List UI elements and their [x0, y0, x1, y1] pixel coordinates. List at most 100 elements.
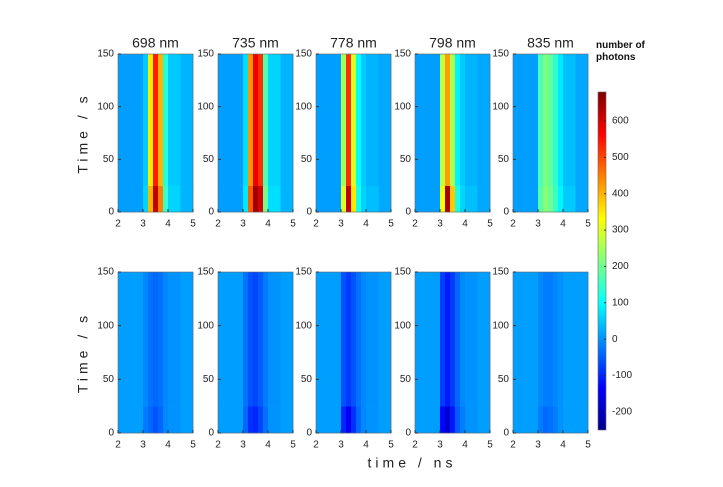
heatmap-cell [248, 272, 254, 407]
heatmap-cell [158, 185, 164, 213]
heatmap-cell [455, 406, 461, 434]
heatmap-cell [553, 272, 559, 407]
heatmap-cell [268, 54, 281, 186]
heatmap-cell [351, 54, 357, 186]
y-tick-label: 150 [492, 49, 509, 60]
x-tick-label: 5 [290, 440, 296, 451]
heatmap-cell [351, 406, 357, 434]
heatmap-cell [460, 54, 466, 186]
x-tick-label: 4 [560, 440, 566, 451]
heatmap-cell [558, 406, 564, 434]
heatmap-cell [378, 54, 392, 186]
axes-frame [315, 271, 392, 434]
heatmap-cell [346, 406, 352, 434]
colorbar-tick-label: -200 [612, 406, 632, 417]
heatmap-cell [366, 54, 379, 186]
y-tick-label: 150 [394, 267, 411, 278]
x-tick-label: 2 [215, 219, 221, 230]
heatmap-cell [563, 185, 576, 213]
heatmap-cell [366, 185, 379, 213]
y-axis-label: Time / s [75, 92, 91, 173]
y-tick-label: 100 [394, 101, 411, 112]
heatmap-cell [553, 185, 559, 213]
heatmap-cell [248, 185, 254, 213]
axes-frame [117, 271, 194, 434]
y-tick-label: 0 [405, 207, 411, 218]
heatmap-cell [118, 406, 144, 434]
heatmap-cell [548, 272, 554, 407]
colorbar [597, 91, 607, 431]
heatmap-cell [538, 54, 544, 186]
heatmap-cell [218, 406, 244, 434]
heatmap-cell [575, 406, 589, 434]
heatmap-cell [513, 406, 539, 434]
x-tick-label: 2 [215, 440, 221, 451]
colorbar-tick-label: 500 [612, 152, 629, 163]
x-tick-label: 3 [437, 219, 443, 230]
heatmap-cell [356, 185, 362, 213]
y-tick-label: 150 [97, 267, 114, 278]
heatmap-cell [440, 185, 446, 213]
y-tick-label: 100 [492, 320, 509, 331]
axes-frame [414, 53, 491, 213]
y-tick-label: 50 [103, 374, 115, 385]
x-tick-label: 5 [190, 440, 196, 451]
heatmap-cell [415, 185, 441, 213]
x-tick-label: 5 [487, 440, 493, 451]
axes-frame [414, 271, 491, 434]
heatmap-cell [148, 185, 154, 213]
colorbar-tick-label: -100 [612, 370, 632, 381]
heatmap-cell [148, 406, 154, 434]
heatmap-cell [553, 54, 559, 186]
heatmap-cell [378, 185, 392, 213]
heatmap-cell [163, 406, 169, 434]
heatmap-cell [168, 54, 181, 186]
heatmap-cell [477, 185, 491, 213]
colorbar-tick-label: 600 [612, 116, 629, 127]
heatmap-cell [558, 272, 564, 407]
y-tick-label: 100 [492, 101, 509, 112]
heatmap-cell [460, 272, 466, 407]
x-tick-label: 4 [265, 440, 271, 451]
y-tick-label: 100 [197, 320, 214, 331]
heatmap-cell [153, 406, 159, 434]
heatmap-cell [366, 272, 379, 407]
x-tick-label: 4 [462, 219, 468, 230]
x-tick-label: 5 [388, 219, 394, 230]
heatmap-cell [341, 185, 347, 213]
heatmap-cell [575, 185, 589, 213]
colorbar-tick-label: 400 [612, 188, 629, 199]
heatmap-cell [253, 54, 259, 186]
heatmap-cell [218, 185, 244, 213]
heatmap-cell [218, 54, 244, 186]
heatmap-cell [445, 406, 451, 434]
y-axis-label: Time / s [75, 312, 91, 393]
heatmap-cell [118, 272, 144, 407]
panel-title: 778 nm [330, 35, 377, 51]
heatmap-cell [258, 406, 264, 434]
heatmap-cell [553, 406, 559, 434]
heatmap-cell [148, 54, 154, 186]
colorbar-tick-label: 200 [612, 261, 629, 272]
heatmap-cell [548, 54, 554, 186]
heatmap-cell [280, 406, 294, 434]
heatmap-cell [346, 185, 352, 213]
heatmap-cell [361, 272, 367, 407]
heatmap-cell [575, 272, 589, 407]
y-tick-label: 50 [498, 154, 510, 165]
x-tick-label: 2 [412, 440, 418, 451]
heatmap-cell [563, 272, 576, 407]
heatmap-cell [361, 406, 367, 434]
y-tick-label: 150 [394, 49, 411, 60]
heatmap-cell [243, 406, 249, 434]
heatmap-cell [163, 272, 169, 407]
y-tick-label: 150 [97, 49, 114, 60]
y-tick-label: 0 [503, 428, 509, 439]
heatmap-cell [450, 54, 456, 186]
heatmap-cell [218, 272, 244, 407]
heatmap-cell [513, 54, 539, 186]
y-tick-label: 100 [97, 320, 114, 331]
heatmap-cell [460, 406, 466, 434]
heatmap-cell [268, 272, 281, 407]
